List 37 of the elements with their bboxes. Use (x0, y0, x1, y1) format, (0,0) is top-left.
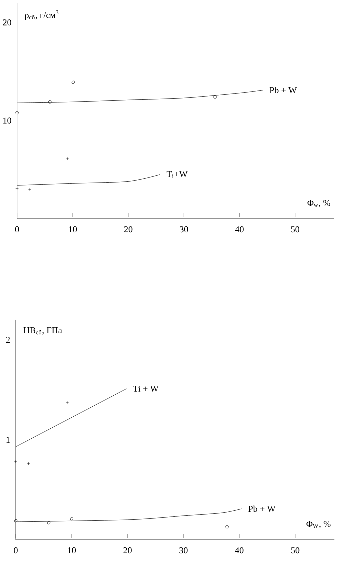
x-tick-label: 30 (180, 226, 188, 233)
x-tick-label: 0 (15, 226, 20, 233)
series-label: Ti + W (133, 386, 159, 392)
point (66, 158, 70, 161)
point (70, 517, 74, 521)
y-tick-label: 2 (6, 337, 10, 343)
x-tick-label: 10 (68, 548, 76, 554)
x-tick-label: 20 (124, 548, 132, 554)
series-label: Pb + W (270, 87, 298, 94)
point (27, 462, 30, 466)
series-label: T$_{i}$+W (166, 171, 188, 178)
point (47, 521, 51, 525)
x-tick-label: 10 (69, 226, 78, 233)
y-axis-title: ρ$_{сб}$, г/см$^{3}$ (25, 10, 59, 20)
point (16, 111, 19, 115)
x-tick-label: 50 (291, 226, 300, 233)
x-axis-title: Φ$_{W}$, % (306, 521, 331, 528)
point (28, 188, 32, 192)
y-axis-title: HB$_{сб}$, ГПа (24, 328, 62, 335)
point (48, 100, 52, 104)
y-tick-label: 10 (4, 118, 12, 124)
point (14, 460, 18, 464)
x-tick-label: 40 (235, 226, 244, 233)
point (66, 401, 70, 405)
y-tick-label: 1 (6, 437, 10, 443)
x-tick-label: 40 (235, 548, 244, 554)
y-tick-label: 20 (3, 20, 12, 26)
x-axis-title: Φ$_{w}$, % (308, 200, 330, 208)
point (226, 525, 229, 529)
point (214, 96, 217, 99)
series-label: Pb + W (248, 506, 276, 512)
x-tick-label: 30 (180, 548, 188, 554)
x-tick-label: 50 (292, 548, 300, 554)
point (72, 80, 76, 84)
x-tick-label: 0 (14, 548, 18, 554)
x-tick-label: 20 (124, 226, 133, 233)
point (16, 186, 19, 190)
